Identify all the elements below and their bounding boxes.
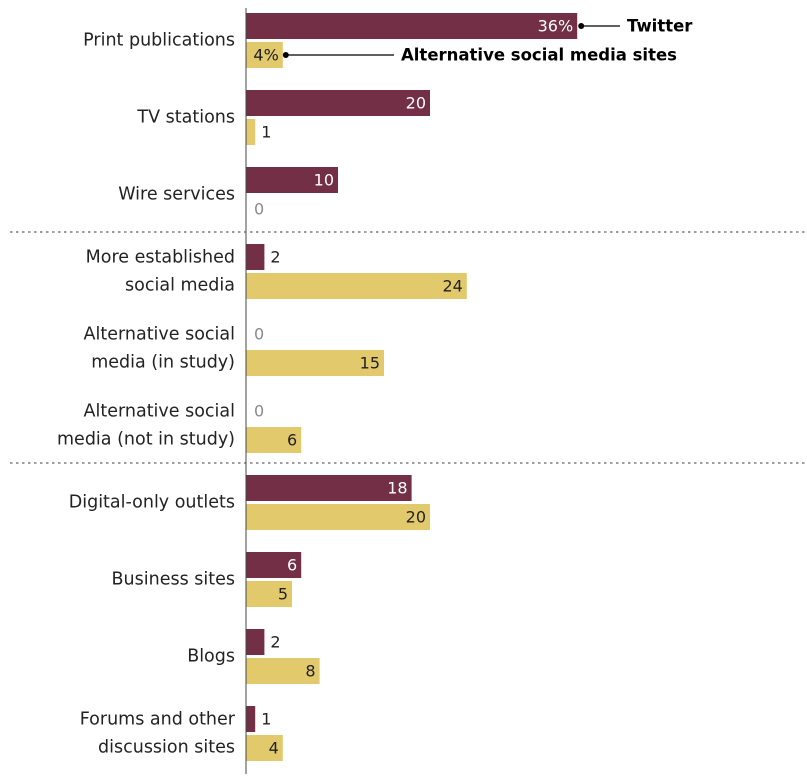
bar-alternative-tv-stations	[246, 119, 256, 145]
data-label-alternative-business-sites: 5	[278, 585, 288, 604]
bar-twitter-print-publications	[246, 13, 578, 39]
bar-alternative-forums-and-other-discussion-sites	[246, 735, 283, 761]
category-label-alternative-social-media-not-in-study-line2: media (not in study)	[57, 430, 235, 450]
data-label-twitter-blogs: 2	[270, 633, 280, 652]
bar-alternative-print-publications	[246, 42, 283, 68]
legend-label-twitter: Twitter	[627, 17, 693, 36]
data-label-alternative-forums-and-other-discussion-sites: 4	[269, 739, 279, 758]
group-separators	[10, 231, 805, 464]
category-label-more-established-social-media-line2: social media	[125, 276, 235, 296]
data-label-alternative-blogs: 8	[305, 662, 315, 681]
category-label-more-established-social-media-line1: More established	[86, 248, 235, 268]
category-labels: Print publications TV stations Wire servic…	[57, 31, 236, 758]
bar-alternative-more-established-social-media	[246, 273, 467, 299]
data-label-alternative-tv-stations: 1	[261, 123, 271, 142]
data-label-alternative-digital-only-outlets: 20	[406, 508, 426, 527]
category-label-alternative-social-media-not-in-study-line1: Alternative social	[84, 402, 235, 422]
category-label-alternative-social-media-in-study-line1: Alternative social	[84, 325, 235, 345]
bar-alternative-business-sites	[246, 581, 292, 607]
data-label-twitter-more-established-social-media: 2	[270, 248, 280, 267]
legend-dot-alternative	[282, 52, 289, 58]
data-label-alternative-wire-services: 0	[254, 200, 264, 219]
bar-twitter-forums-and-other-discussion-sites	[246, 706, 256, 732]
category-label-print-publications: Print publications	[83, 31, 235, 51]
category-label-wire-services: Wire services	[118, 185, 235, 205]
bar-twitter-business-sites	[246, 552, 302, 578]
data-label-twitter-business-sites: 6	[287, 556, 297, 575]
bar-twitter-digital-only-outlets	[246, 475, 412, 501]
category-label-tv-stations: TV stations	[136, 108, 235, 128]
bar-twitter-wire-services	[246, 167, 338, 193]
data-label-twitter-digital-only-outlets: 18	[387, 479, 407, 498]
data-label-twitter-alternative-social-media-in-study: 0	[254, 325, 264, 344]
bar-alternative-digital-only-outlets	[246, 504, 430, 530]
data-label-twitter-alternative-social-media-not-in-study: 0	[254, 402, 264, 421]
legend: Twitter Alternative social media sites	[282, 17, 693, 65]
legend-label-alternative: Alternative social media sites	[401, 46, 677, 65]
bar-alternative-blogs	[246, 658, 320, 684]
bar-twitter-blogs	[246, 629, 265, 655]
data-label-twitter-forums-and-other-discussion-sites: 1	[261, 710, 271, 729]
category-label-forums-and-other-discussion-sites-line2: discussion sites	[98, 738, 235, 758]
category-label-alternative-social-media-in-study-line2: media (in study)	[91, 353, 235, 373]
data-label-twitter-print-publications: 36%	[538, 17, 574, 36]
category-label-business-sites: Business sites	[112, 570, 235, 590]
bar-twitter-more-established-social-media	[246, 244, 265, 270]
data-label-twitter-tv-stations: 20	[406, 94, 426, 113]
data-label-alternative-print-publications: 4%	[253, 46, 278, 65]
legend-dot-twitter	[578, 23, 585, 29]
data-label-alternative-more-established-social-media: 24	[442, 277, 462, 296]
bar-alternative-alternative-social-media-in-study	[246, 350, 384, 376]
bar-alternative-alternative-social-media-not-in-study	[246, 427, 302, 453]
data-label-twitter-wire-services: 10	[314, 171, 334, 190]
data-label-alternative-alternative-social-media-not-in-study: 6	[287, 431, 297, 450]
bar-twitter-tv-stations	[246, 90, 430, 116]
category-label-forums-and-other-discussion-sites-line1: Forums and other	[80, 710, 236, 730]
category-label-blogs: Blogs	[187, 647, 235, 667]
data-label-alternative-alternative-social-media-in-study: 15	[360, 354, 380, 373]
category-label-digital-only-outlets: Digital-only outlets	[69, 493, 235, 513]
